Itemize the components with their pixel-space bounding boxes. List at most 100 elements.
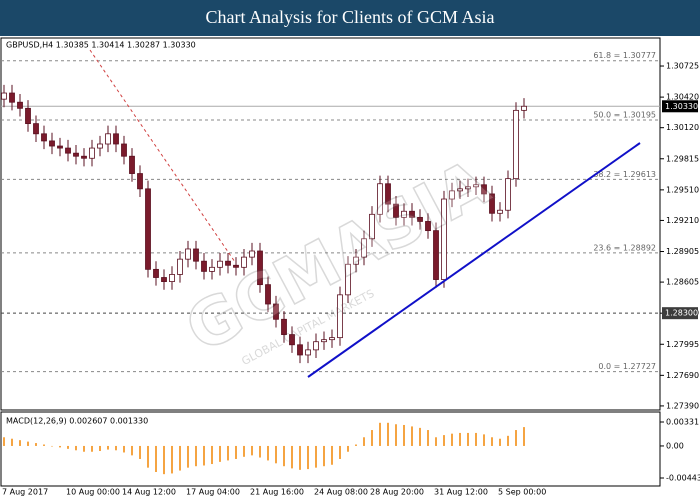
candle-body	[417, 216, 423, 222]
candle-body	[481, 184, 487, 195]
candle-body	[57, 145, 63, 149]
price-label: 1.30330	[665, 102, 698, 111]
macd-bar	[75, 445, 77, 451]
macd-bar	[411, 426, 413, 446]
candle-body	[513, 109, 519, 180]
macd-bar	[123, 445, 125, 453]
fib-label: 0.0 = 1.27727	[598, 362, 656, 371]
candle-body	[249, 250, 255, 258]
x-tick-label: 14 Aug 12:00	[122, 488, 176, 497]
candle-body	[497, 209, 503, 214]
candle-body	[65, 147, 71, 154]
candle-body	[473, 184, 479, 188]
macd-bar	[291, 445, 293, 469]
macd-bar	[67, 445, 69, 449]
candle-body	[449, 190, 455, 200]
macd-bar	[467, 432, 469, 446]
candle-body	[305, 349, 311, 356]
candle-body	[233, 264, 239, 268]
candle-body	[337, 294, 343, 339]
x-tick-label: 10 Aug 00:00	[66, 488, 120, 497]
macd-bar	[259, 445, 261, 458]
channel-line	[89, 49, 236, 263]
macd-bar	[27, 441, 29, 446]
macd-bar	[59, 445, 61, 448]
macd-bar	[227, 445, 229, 461]
watermark: GCMASIA GLOBAL CAPITAL MARKETS	[174, 145, 504, 368]
candle-body	[1, 92, 7, 100]
candle-body	[41, 133, 47, 142]
macd-bar	[179, 445, 181, 471]
macd-bar	[187, 445, 189, 468]
fib-label: 61.8 = 1.30777	[593, 51, 656, 60]
x-tick-label: 28 Aug 20:00	[370, 488, 424, 497]
price-box	[662, 100, 698, 113]
candle-body	[457, 188, 463, 192]
fib-label: 38.2 = 1.29613	[593, 170, 656, 179]
fib-label: 50.0 = 1.30195	[593, 111, 656, 120]
macd-bar	[51, 445, 53, 447]
candle-body	[289, 334, 295, 346]
candle-body	[33, 123, 39, 135]
macd-bar	[403, 424, 405, 446]
macd-bar	[203, 445, 205, 466]
symbol-info: GBPUSD,H4 1.30385 1.30414 1.30287 1.3033…	[6, 41, 196, 50]
x-tick-label: 5 Sep 00:00	[498, 488, 546, 497]
candle-body	[521, 105, 527, 111]
candle-body	[225, 260, 231, 266]
macd-bar	[275, 445, 277, 464]
candle-body	[113, 133, 119, 145]
macd-bar	[395, 424, 397, 446]
candle-body	[217, 260, 223, 268]
candle-body	[145, 188, 151, 270]
y-tick-label: 1.27995	[666, 340, 699, 349]
macd-bar	[499, 438, 501, 446]
macd-bar	[515, 430, 517, 446]
candle-body	[377, 183, 383, 215]
macd-bar	[43, 444, 45, 446]
macd-bar	[91, 445, 93, 452]
macd-bar	[459, 432, 461, 446]
candle-body	[121, 143, 127, 157]
candle-body	[393, 203, 399, 218]
macd-bar	[435, 437, 437, 446]
x-tick-label: 17 Aug 04:00	[186, 488, 240, 497]
candle-body	[321, 339, 327, 343]
candle-body	[353, 256, 359, 265]
x-tick-label: 31 Aug 12:00	[434, 488, 488, 497]
chart-title: Chart Analysis for Clients of GCM Asia	[206, 7, 495, 27]
macd-bar	[475, 432, 477, 446]
macd-bar	[19, 440, 21, 446]
macd-bar	[419, 427, 421, 446]
trend-line	[307, 142, 641, 378]
candle-body	[137, 173, 143, 190]
candle-body	[153, 268, 159, 278]
macd-bar	[267, 445, 269, 461]
macd-bar	[299, 445, 301, 470]
candle-body	[105, 133, 111, 145]
macd-bar	[283, 445, 285, 467]
candle-body	[281, 318, 287, 335]
candle-body	[209, 266, 215, 272]
macd-bar	[11, 438, 13, 446]
candle-body	[177, 258, 183, 275]
macd-bar	[147, 445, 149, 468]
y-tick-label: 0.003311	[666, 418, 700, 427]
macd-bar	[99, 445, 101, 452]
candle-body	[81, 155, 87, 159]
candle-body	[433, 230, 439, 280]
y-tick-label: 1.30725	[666, 62, 699, 71]
x-tick-label: 21 Aug 16:00	[250, 488, 304, 497]
x-tick-label: 24 Aug 08:00	[314, 488, 368, 497]
macd-bar	[83, 445, 85, 452]
macd-bar	[507, 435, 509, 446]
macd-bar	[211, 445, 213, 465]
macd-bar	[139, 445, 141, 459]
candle-body	[17, 101, 23, 109]
macd-bar	[323, 445, 325, 467]
candle-body	[257, 250, 263, 286]
candle-body	[409, 210, 415, 218]
candle-body	[361, 238, 367, 258]
candle-body	[129, 155, 135, 174]
